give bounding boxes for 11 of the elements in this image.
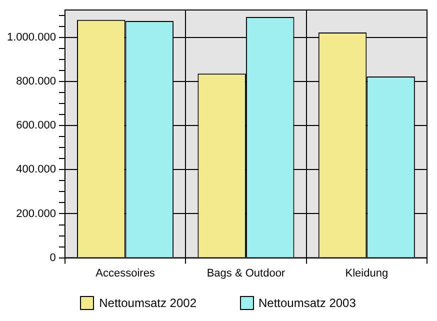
y-tick-label: 200.000 [16, 208, 56, 220]
y-tick-label: 1.000.000 [7, 32, 56, 44]
legend-label: Nettoumsatz 2002 [99, 296, 196, 310]
y-tick-label: 0 [50, 252, 56, 264]
legend-label: Nettoumsatz 2003 [258, 296, 356, 310]
x-tick-label: Kleidung [345, 267, 388, 280]
x-tick-label: Accessoires [96, 267, 156, 280]
x-tick-label: Bags & Outdoor [206, 267, 286, 280]
y-tick-label: 600.000 [16, 120, 56, 132]
y-tick-label: 800.000 [16, 76, 56, 88]
y-tick-label: 400.000 [16, 164, 56, 176]
